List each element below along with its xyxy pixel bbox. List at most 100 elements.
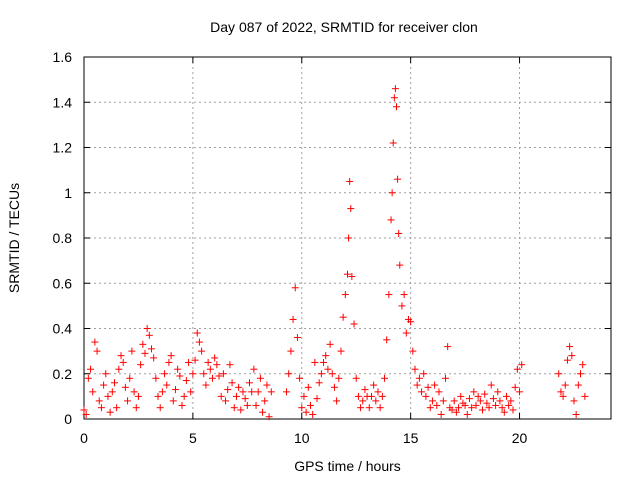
data-point bbox=[235, 383, 243, 391]
data-point bbox=[374, 388, 382, 396]
data-point bbox=[389, 139, 397, 147]
data-point bbox=[182, 377, 190, 385]
data-point bbox=[431, 381, 439, 389]
data-point bbox=[293, 334, 301, 342]
data-point bbox=[161, 370, 169, 378]
data-point bbox=[346, 177, 354, 185]
data-point bbox=[130, 388, 138, 396]
data-point bbox=[115, 365, 123, 373]
data-point bbox=[428, 397, 436, 405]
data-point bbox=[239, 388, 247, 396]
data-point bbox=[252, 401, 260, 409]
data-point bbox=[396, 261, 404, 269]
x-tick-label: 5 bbox=[189, 430, 197, 446]
data-point bbox=[198, 347, 206, 355]
data-point bbox=[119, 358, 127, 366]
data-point bbox=[132, 404, 140, 412]
data-point bbox=[402, 329, 410, 337]
data-point bbox=[387, 216, 395, 224]
data-point bbox=[398, 302, 406, 310]
y-tick-label: 0.6 bbox=[53, 275, 73, 291]
data-point bbox=[180, 392, 188, 400]
data-point bbox=[574, 381, 582, 389]
data-point bbox=[479, 406, 487, 414]
data-point bbox=[354, 392, 362, 400]
data-point bbox=[516, 388, 524, 396]
data-point bbox=[359, 397, 367, 405]
data-point bbox=[217, 392, 225, 400]
data-point bbox=[154, 392, 162, 400]
data-point bbox=[211, 354, 219, 362]
data-point bbox=[167, 352, 175, 360]
data-point bbox=[435, 388, 443, 396]
y-tick-label: 1.2 bbox=[53, 140, 73, 156]
data-point bbox=[298, 404, 306, 412]
data-point bbox=[568, 352, 576, 360]
data-point bbox=[300, 392, 308, 400]
data-point bbox=[163, 381, 171, 389]
data-point bbox=[306, 401, 314, 409]
data-point bbox=[222, 397, 230, 405]
data-point bbox=[372, 397, 380, 405]
data-point bbox=[481, 390, 489, 398]
data-point bbox=[139, 340, 147, 348]
data-point bbox=[204, 358, 212, 366]
data-point bbox=[350, 320, 358, 328]
data-point bbox=[195, 338, 203, 346]
data-point bbox=[296, 374, 304, 382]
data-point bbox=[518, 361, 526, 369]
data-point bbox=[289, 315, 297, 323]
y-tick-label: 0.4 bbox=[53, 321, 73, 337]
data-point bbox=[100, 381, 108, 389]
x-tick-label: 20 bbox=[512, 430, 528, 446]
data-point bbox=[228, 379, 236, 387]
data-point bbox=[322, 352, 330, 360]
data-point bbox=[156, 404, 164, 412]
data-point bbox=[448, 406, 456, 414]
data-point bbox=[95, 397, 103, 405]
data-point bbox=[126, 374, 134, 382]
data-point bbox=[191, 356, 199, 364]
data-point bbox=[470, 388, 478, 396]
data-point bbox=[320, 358, 328, 366]
data-point bbox=[579, 361, 587, 369]
data-point bbox=[326, 340, 334, 348]
data-point bbox=[426, 404, 434, 412]
data-point bbox=[570, 397, 578, 405]
data-point bbox=[494, 388, 502, 396]
data-point bbox=[206, 365, 214, 373]
data-point bbox=[200, 370, 208, 378]
data-point bbox=[134, 392, 142, 400]
data-point bbox=[383, 336, 391, 344]
data-point bbox=[557, 388, 565, 396]
data-point bbox=[232, 392, 240, 400]
data-point bbox=[511, 383, 519, 391]
data-point bbox=[337, 347, 345, 355]
data-point bbox=[248, 388, 256, 396]
data-point bbox=[265, 413, 273, 421]
data-point bbox=[328, 370, 336, 378]
data-point bbox=[492, 401, 500, 409]
data-point bbox=[158, 388, 166, 396]
data-point bbox=[365, 404, 373, 412]
data-point bbox=[457, 392, 465, 400]
data-point bbox=[213, 361, 221, 369]
data-point bbox=[215, 372, 223, 380]
y-tick-label: 0.8 bbox=[53, 230, 73, 246]
data-point bbox=[113, 404, 121, 412]
data-point bbox=[502, 392, 510, 400]
data-point bbox=[128, 347, 136, 355]
data-point bbox=[487, 381, 495, 389]
data-point bbox=[330, 383, 338, 391]
x-tick-label: 15 bbox=[403, 430, 419, 446]
y-tick-label: 1.6 bbox=[53, 49, 73, 65]
data-point bbox=[145, 331, 153, 339]
data-point bbox=[335, 374, 343, 382]
data-point bbox=[561, 381, 569, 389]
data-point bbox=[415, 374, 423, 382]
data-point bbox=[250, 365, 258, 373]
data-point bbox=[509, 406, 517, 414]
data-point bbox=[476, 397, 484, 405]
data-point bbox=[311, 358, 319, 366]
data-point bbox=[333, 397, 341, 405]
